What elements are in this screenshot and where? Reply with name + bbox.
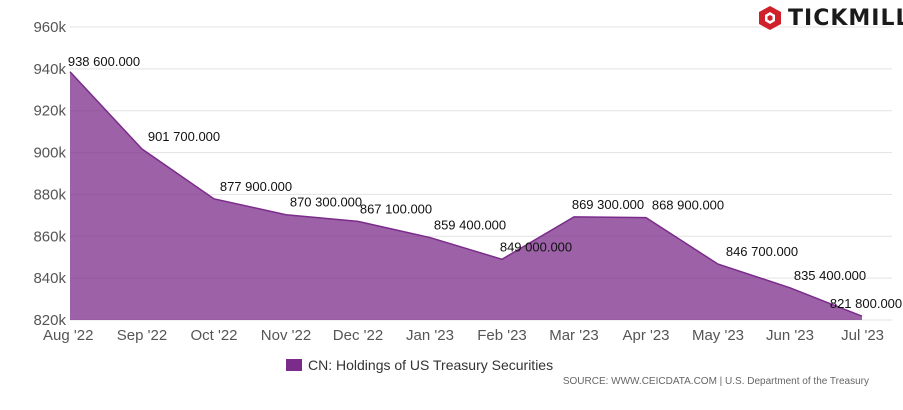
y-tick-label: 920k <box>33 103 66 120</box>
x-tick-label: Mar '23 <box>549 327 599 344</box>
brand-logo: TICKMILL <box>758 5 903 31</box>
x-tick-label: Oct '22 <box>190 327 237 344</box>
y-axis: 820k 840k 860k 880k 900k 920k 940k 960k <box>33 19 66 329</box>
brand-name: TICKMILL <box>788 5 903 31</box>
data-label: 821 800.000 <box>830 296 902 311</box>
data-label: 901 700.000 <box>148 129 220 144</box>
x-axis: Aug '22 Sep '22 Oct '22 Nov '22 Dec '22 Jan '… <box>43 327 884 344</box>
y-tick-label: 900k <box>33 145 66 162</box>
data-label: 835 400.000 <box>794 268 866 283</box>
data-label: 877 900.000 <box>220 179 292 194</box>
x-tick-label: Feb '23 <box>477 327 527 344</box>
y-tick-label: 880k <box>33 186 66 203</box>
x-tick-label: Jul '23 <box>841 327 884 344</box>
y-tick-label: 960k <box>33 19 66 36</box>
data-label: 859 400.000 <box>434 218 506 233</box>
x-tick-label: Jan '23 <box>406 327 454 344</box>
chart-legend[interactable]: CN: Holdings of US Treasury Securities <box>286 357 553 373</box>
data-label: 846 700.000 <box>726 244 798 259</box>
data-label: 849 000.000 <box>500 239 572 254</box>
y-tick-label: 860k <box>33 228 66 245</box>
x-tick-label: May '23 <box>692 327 744 344</box>
x-tick-label: Aug '22 <box>43 327 93 344</box>
x-tick-label: Nov '22 <box>261 327 311 344</box>
x-tick-label: Jun '23 <box>766 327 814 344</box>
source-note: SOURCE: WWW.CEICDATA.COM | U.S. Departme… <box>562 376 869 387</box>
y-tick-label: 940k <box>33 61 66 78</box>
series-line <box>69 71 863 317</box>
plot-area <box>69 71 863 320</box>
data-label: 870 300.000 <box>290 195 362 210</box>
legend-label: CN: Holdings of US Treasury Securities <box>308 357 554 373</box>
y-tick-label: 820k <box>33 312 66 329</box>
tickmill-logo-icon <box>759 6 781 30</box>
data-label: 938 600.000 <box>68 54 140 69</box>
x-tick-label: Sep '22 <box>117 327 167 344</box>
y-tick-label: 840k <box>33 270 66 287</box>
series-area <box>70 71 862 320</box>
data-label: 868 900.000 <box>652 198 724 213</box>
x-tick-label: Apr '23 <box>622 327 669 344</box>
data-label: 867 100.000 <box>360 201 432 216</box>
x-tick-label: Dec '22 <box>333 327 383 344</box>
data-label: 869 300.000 <box>572 197 644 212</box>
legend-swatch <box>286 359 302 371</box>
